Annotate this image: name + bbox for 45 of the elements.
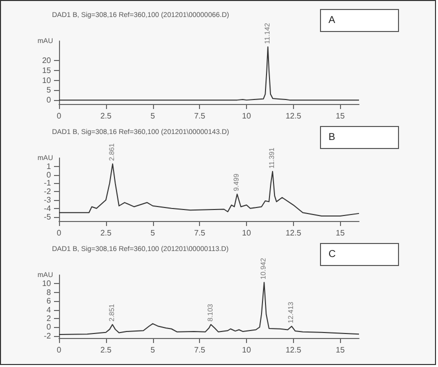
text: C — [328, 249, 336, 260]
y-tick-label: 4 — [46, 305, 52, 314]
x-tick-label: 10 — [242, 112, 252, 120]
y-tick-label: 2 — [46, 314, 52, 323]
x-tick-label: 15 — [336, 112, 346, 120]
y-tick-label: 10 — [42, 76, 52, 85]
text: A — [328, 15, 336, 26]
x-tick-label: 12.5 — [286, 346, 302, 354]
line-series — [58, 46, 360, 101]
x-tick-label: 10 — [242, 228, 252, 238]
x-tick-label: 5 — [150, 112, 156, 120]
y-tick-label: -3 — [44, 196, 52, 204]
y-tick-label: 0 — [46, 170, 52, 180]
y-tick-label: 6 — [46, 296, 52, 306]
x-tick-label: 7.5 — [194, 346, 206, 354]
x-tick-label: 15 — [336, 346, 346, 354]
y-tick-label: 0 — [46, 322, 52, 332]
y-tick-label: 1 — [46, 162, 52, 171]
y-tick-label: -1 — [44, 178, 52, 188]
y-tick-label: -4 — [44, 204, 52, 213]
x-tick-label: 12.5 — [286, 228, 302, 238]
x-tick-label: 15 — [336, 228, 346, 238]
y-tick-label: 20 — [42, 56, 52, 66]
x-tick-label: 10 — [242, 346, 252, 354]
y-tick-label: 10 — [42, 279, 52, 288]
x-tick-label: 7.5 — [194, 228, 206, 238]
x-tick-label: 0 — [56, 228, 62, 238]
x-tick-label: 0 — [56, 112, 62, 120]
x-tick-label: 12.5 — [286, 112, 302, 120]
x-tick-label: 7.5 — [194, 112, 206, 120]
y-tick-label: -5 — [44, 212, 52, 222]
x-tick-label: 2.5 — [100, 112, 112, 120]
y-tick-label: 8 — [46, 288, 52, 297]
x-tick-label: 2.5 — [100, 346, 112, 354]
x-tick-label: 2.5 — [100, 228, 112, 238]
line-series — [58, 282, 360, 336]
y-tick-label: -2 — [44, 187, 52, 196]
y-tick-label: 5 — [46, 86, 52, 95]
y-tick-label: 0 — [46, 96, 52, 105]
y-tick-label: -2 — [44, 331, 52, 340]
x-tick-label: 5 — [150, 346, 156, 354]
text: B — [328, 132, 336, 143]
x-tick-label: 5 — [150, 228, 156, 238]
y-tick-label: 15 — [42, 66, 52, 76]
x-tick-label: 0 — [56, 346, 62, 354]
